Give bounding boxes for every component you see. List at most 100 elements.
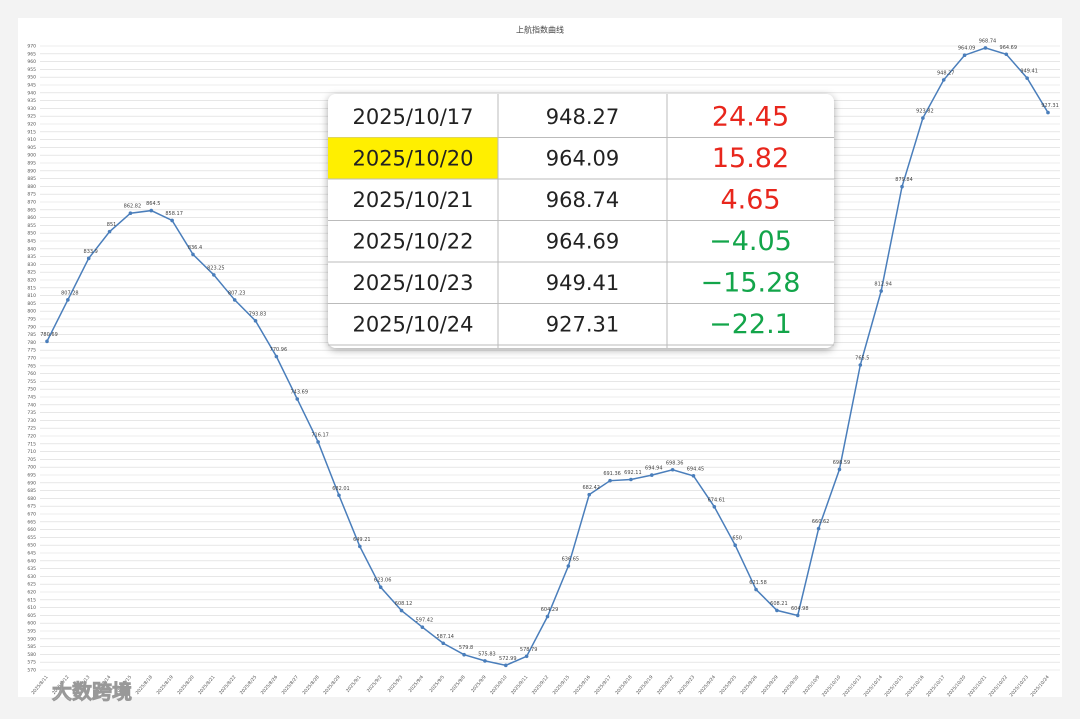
- data-label: 743.69: [291, 390, 309, 396]
- data-label: 621.58: [749, 580, 767, 586]
- y-tick-label: 675: [27, 504, 36, 510]
- data-label: 851: [107, 222, 117, 228]
- point: [983, 46, 988, 50]
- y-tick-label: 835: [27, 254, 36, 260]
- table-cell: −22.1: [709, 309, 792, 340]
- data-label: 833.9: [84, 249, 98, 255]
- data-label: 836.4: [188, 245, 202, 251]
- y-tick-label: 900: [27, 153, 36, 159]
- data-label: 579.8: [459, 645, 473, 651]
- point: [566, 564, 571, 568]
- point: [462, 652, 466, 657]
- y-tick-label: 765: [27, 363, 36, 369]
- table-cell: 24.45: [712, 101, 789, 132]
- data-label: 694.94: [645, 466, 663, 472]
- data-label: 604.29: [541, 607, 559, 613]
- y-tick-label: 690: [27, 480, 36, 486]
- data-label: 949.41: [1020, 69, 1038, 75]
- point: [879, 289, 883, 293]
- y-tick-label: 750: [27, 387, 36, 393]
- point: [670, 467, 675, 472]
- y-tick-label: 735: [27, 410, 36, 416]
- data-label: 793.83: [249, 311, 267, 317]
- table-cell: 2025/10/22: [352, 229, 473, 253]
- point: [295, 397, 300, 401]
- y-tick-label: 685: [27, 488, 36, 494]
- y-tick-label: 725: [27, 426, 36, 432]
- point: [337, 493, 341, 498]
- data-label: 770.96: [270, 347, 288, 353]
- data-label: 862.82: [124, 204, 142, 210]
- data-label: 650: [732, 536, 742, 542]
- point: [66, 298, 70, 302]
- data-label: 879.84: [895, 177, 913, 183]
- y-tick-label: 715: [27, 441, 36, 447]
- y-tick-label: 845: [27, 239, 36, 245]
- data-label: 587.14: [436, 634, 454, 640]
- table-cell: 2025/10/23: [352, 271, 473, 295]
- y-tick-label: 910: [27, 137, 36, 143]
- y-tick-label: 575: [27, 660, 36, 666]
- data-label: 623.06: [374, 578, 392, 584]
- point: [691, 474, 696, 478]
- point: [1025, 76, 1029, 80]
- point: [524, 654, 529, 659]
- point: [775, 608, 779, 613]
- point: [712, 505, 717, 509]
- point: [649, 473, 654, 477]
- y-tick-label: 790: [27, 324, 36, 330]
- y-tick-label: 705: [27, 457, 36, 463]
- y-tick-label: 680: [27, 496, 36, 502]
- y-tick-label: 730: [27, 418, 36, 424]
- point: [399, 608, 404, 613]
- point: [962, 53, 967, 58]
- data-label: 604.98: [791, 606, 809, 612]
- y-tick-label: 905: [27, 145, 36, 151]
- point: [232, 298, 237, 302]
- data-label: 823.25: [207, 265, 225, 271]
- data-label: 698.36: [666, 460, 684, 466]
- y-tick-label: 945: [27, 83, 36, 89]
- y-tick-label: 855: [27, 223, 36, 229]
- y-tick-label: 815: [27, 285, 36, 291]
- point: [1046, 110, 1050, 115]
- watermark: 大数跨境: [52, 680, 132, 704]
- point: [316, 440, 320, 444]
- point: [107, 229, 112, 234]
- data-label: 968.74: [979, 38, 997, 44]
- point: [253, 319, 258, 323]
- data-label: 691.36: [603, 471, 621, 477]
- y-tick-label: 850: [27, 231, 36, 237]
- y-tick-label: 770: [27, 356, 36, 362]
- table-cell: 2025/10/20: [352, 146, 473, 170]
- data-label: 578.79: [520, 647, 538, 653]
- point: [816, 526, 821, 531]
- y-tick-label: 890: [27, 168, 36, 174]
- data-label: 682.42: [582, 485, 600, 491]
- y-tick-label: 915: [27, 129, 36, 135]
- table-cell: 4.65: [720, 184, 780, 215]
- y-tick-label: 830: [27, 262, 36, 268]
- y-tick-label: 580: [27, 652, 36, 658]
- point: [149, 208, 154, 213]
- data-label: 807.23: [228, 290, 246, 296]
- point: [483, 659, 487, 663]
- point: [795, 613, 800, 618]
- point: [921, 116, 925, 120]
- data-label: 575.83: [478, 651, 496, 657]
- y-tick-label: 645: [27, 551, 36, 557]
- data-label: 636.65: [562, 557, 580, 563]
- point: [941, 78, 946, 82]
- y-tick-label: 795: [27, 317, 36, 323]
- y-tick-label: 895: [27, 161, 36, 167]
- y-tick-label: 935: [27, 98, 36, 104]
- y-tick-label: 885: [27, 176, 36, 182]
- y-tick-label: 965: [27, 51, 36, 57]
- y-tick-label: 660: [27, 527, 36, 533]
- data-label: 716.17: [311, 432, 329, 438]
- y-tick-label: 805: [27, 301, 36, 307]
- data-label: 923.82: [916, 109, 934, 115]
- y-tick-label: 875: [27, 192, 36, 198]
- y-tick-label: 720: [27, 434, 36, 440]
- point: [858, 363, 863, 367]
